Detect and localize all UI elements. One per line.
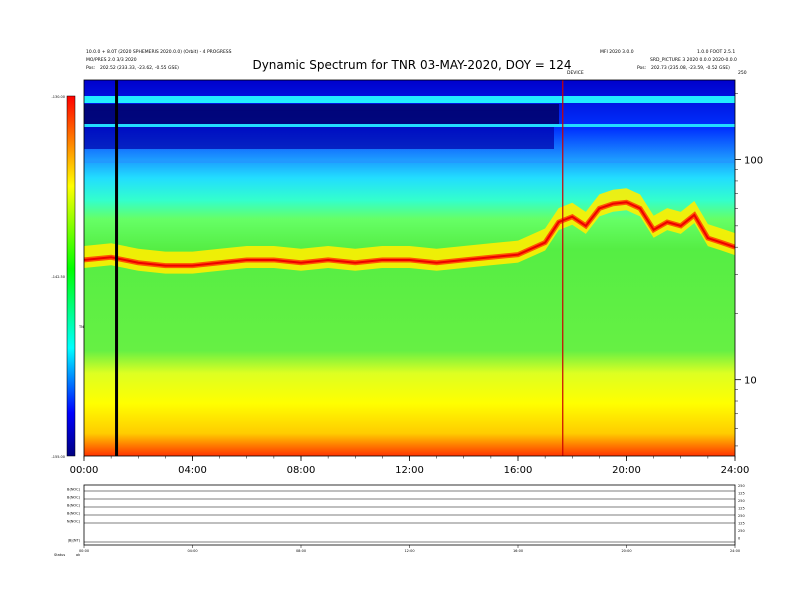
emission-band-glow	[84, 188, 735, 274]
vertical-marker-layer	[115, 80, 564, 456]
parameter-x-label-1: 04:00	[187, 549, 197, 553]
parameter-row-label-4: N(NOC)	[67, 520, 81, 524]
header-info-right-1: MFI 2020 3.0.0	[600, 49, 634, 55]
header-info-right-2: 1.0.0 FOOT 2.5.1	[697, 49, 735, 55]
parameter-right-label-2: 250	[738, 499, 745, 503]
parameter-x-label-0: 00:00	[79, 549, 89, 553]
parameter-x-label-4: 16:00	[513, 549, 523, 553]
parameter-x-label-6: 24:00	[730, 549, 740, 553]
parameter-right-label-4: 250	[738, 514, 745, 518]
spectrogram-plot	[84, 80, 735, 456]
x-tick-label-4: 16:00	[504, 465, 533, 476]
pos-right-value: 202.73 (235.08, -23.59, -0.52 GSE)	[651, 65, 730, 71]
right-top-small-label: 250	[738, 70, 747, 76]
cyan-interference-line-2	[84, 124, 735, 127]
header-info-left-2: MO/PRES 2.0 3/3 2020	[86, 57, 137, 63]
pos-left-value: 202.52 (233.33, -23.62, -0.55 GSE)	[100, 65, 179, 71]
parameter-right-label-5: 125	[738, 522, 745, 526]
colorbar	[66, 95, 76, 457]
pos-right-label: Pos:	[637, 65, 646, 71]
parameter-right-label-6: 250	[738, 529, 745, 533]
cyan-interference-line-3	[84, 160, 735, 163]
parameter-right-label-3: 125	[738, 507, 745, 511]
parameter-x-label-5: 20:00	[621, 549, 631, 553]
parameter-row-label-5: |B|(NT)	[68, 539, 81, 543]
emission-band-layer	[84, 188, 735, 274]
colorbar-tick-bottom: -155.00	[51, 455, 65, 459]
parameter-right-label-1: 125	[738, 492, 745, 496]
emission-band-peak	[84, 201, 735, 267]
parameter-row-label-0: B(NOC)	[67, 488, 81, 492]
cyan-interference-line-1	[84, 96, 735, 103]
y-tick-label-1: 10	[744, 376, 757, 387]
parameter-x-label-2: 08:00	[296, 549, 306, 553]
x-tick-label-5: 20:00	[612, 465, 641, 476]
chart-title: Dynamic Spectrum for TNR 03-MAY-2020, DO…	[252, 58, 571, 72]
colorbar-label: TNR	[78, 325, 87, 329]
x-tick-label-2: 08:00	[287, 465, 316, 476]
y-tick-label-0: 100	[744, 156, 763, 167]
parameter-row-label-2: B(NOC)	[67, 504, 81, 508]
event-marker-label: DEVICE	[567, 70, 584, 76]
parameter-right-label-7: 0	[738, 537, 740, 541]
x-tick-label-3: 12:00	[395, 465, 424, 476]
parameter-x-label-3: 12:00	[404, 549, 414, 553]
y-axis: 100 10	[735, 93, 763, 447]
dark-top-band	[84, 104, 559, 124]
parameter-panel: B(NOC) B(NOC) B(NOC) B(NOC) N(NOC) |B|(NT) 250…	[67, 484, 745, 553]
colorbar-tick-top: -130.00	[51, 95, 65, 99]
parameter-row-label-3: B(NOC)	[67, 512, 81, 516]
status-label: Status	[54, 553, 65, 557]
parameter-right-label-0: 250	[738, 484, 745, 488]
header-info-left-1: 10.0.0 + 8.0T (2020 SPHEMERIS 2020.0.0) …	[86, 49, 232, 55]
x-axis: 00:00 04:00 08:00 12:00 16:00 20:00 24:00	[70, 456, 750, 476]
x-tick-label-1: 04:00	[178, 465, 207, 476]
x-tick-label-6: 24:00	[721, 465, 750, 476]
status-value: ok	[76, 553, 81, 557]
colorbar-tick-mid: -142.50	[51, 275, 65, 279]
pos-left-label: Pos:	[86, 65, 95, 71]
header-info-right-3: SRD_PICTURE 3 2020 0.0.0 2020-0.0.0	[650, 57, 737, 63]
parameter-row-label-1: B(NOC)	[67, 496, 81, 500]
dark-top-band-2	[84, 125, 554, 149]
x-tick-label-0: 00:00	[70, 465, 99, 476]
